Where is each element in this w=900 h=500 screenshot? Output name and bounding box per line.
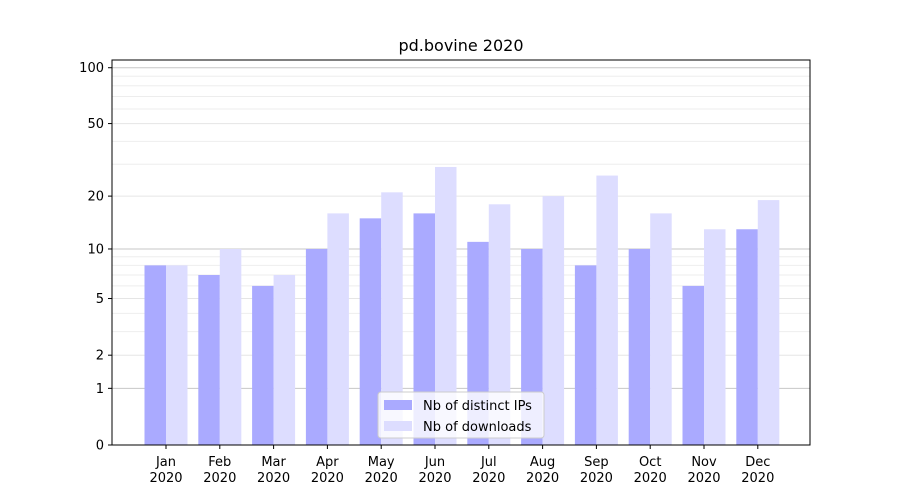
- x-tick-label-month: Aug: [530, 455, 555, 470]
- x-tick-label-month: Apr: [316, 455, 339, 470]
- bar-distinct-ips: [359, 218, 382, 445]
- y-tick-label: 100: [79, 61, 104, 76]
- x-tick-label-month: Oct: [639, 455, 661, 470]
- x-tick-label-month: Jan: [155, 455, 176, 470]
- bars: [144, 166, 780, 445]
- x-tick-label-month: Sep: [584, 455, 609, 470]
- x-tick-label-month: Nov: [691, 455, 717, 470]
- y-tick-label: 5: [96, 292, 104, 307]
- x-tick-label-month: Dec: [745, 455, 770, 470]
- y-tick-label: 2: [96, 349, 104, 364]
- x-tick-label-year: 2020: [741, 471, 774, 486]
- plot-frame: [111, 59, 811, 446]
- chart-title: pd.bovine 2020: [398, 36, 523, 55]
- bar-downloads: [488, 204, 511, 445]
- x-tick-label-month: Jul: [480, 455, 497, 470]
- bar-downloads: [381, 192, 403, 445]
- x-tick-label-year: 2020: [365, 471, 398, 486]
- bar-downloads: [704, 229, 726, 445]
- x-tick-label-year: 2020: [526, 471, 559, 486]
- bar-downloads: [327, 213, 349, 445]
- x-tick-label-year: 2020: [257, 471, 290, 486]
- bar-downloads: [596, 175, 618, 445]
- bar-distinct-ips: [628, 248, 651, 445]
- legend-box: [377, 391, 545, 439]
- y-tick-label: 50: [87, 117, 104, 132]
- y-tick-label: 20: [87, 190, 104, 205]
- x-tick-label-year: 2020: [687, 471, 720, 486]
- bar-downloads: [273, 275, 296, 445]
- x-tick-label-month: Mar: [261, 455, 286, 470]
- bar-distinct-ips: [574, 265, 597, 445]
- bar-downloads: [757, 200, 780, 445]
- bar-downloads: [542, 196, 565, 445]
- bar-downloads: [166, 265, 188, 445]
- axes: 0125102050100Jan2020Feb2020Mar2020Apr202…: [79, 59, 811, 486]
- x-tick-label-month: Feb: [208, 455, 231, 470]
- y-tick-label: 10: [87, 242, 104, 257]
- legend-swatch-distinct-ips: [384, 400, 412, 410]
- x-tick-label-year: 2020: [418, 471, 451, 486]
- bar-distinct-ips: [413, 213, 435, 445]
- bar-distinct-ips: [305, 248, 328, 445]
- bar-downloads: [435, 166, 457, 445]
- bar-distinct-ips: [736, 229, 758, 445]
- x-tick-label-year: 2020: [311, 471, 344, 486]
- bar-distinct-ips: [144, 265, 166, 445]
- legend-swatch-downloads: [384, 421, 412, 431]
- legend-label-downloads: Nb of downloads: [423, 420, 532, 435]
- x-tick-label-year: 2020: [634, 471, 667, 486]
- y-tick-label: 1: [96, 382, 104, 397]
- legend-label-distinct-ips: Nb of distinct IPs: [423, 399, 532, 414]
- y-tick-label: 0: [96, 439, 104, 454]
- bar-distinct-ips: [682, 285, 704, 445]
- bar-distinct-ips: [198, 275, 220, 445]
- x-tick-label-year: 2020: [580, 471, 613, 486]
- legend: Nb of distinct IPs Nb of downloads: [377, 391, 545, 439]
- bar-distinct-ips: [252, 285, 274, 445]
- bar-downloads: [219, 248, 242, 445]
- x-tick-label-month: May: [368, 455, 395, 470]
- x-tick-label-year: 2020: [149, 471, 182, 486]
- bar-downloads: [650, 213, 672, 445]
- x-tick-label-year: 2020: [203, 471, 236, 486]
- x-tick-label-month: Jun: [424, 455, 445, 470]
- x-tick-label-year: 2020: [472, 471, 505, 486]
